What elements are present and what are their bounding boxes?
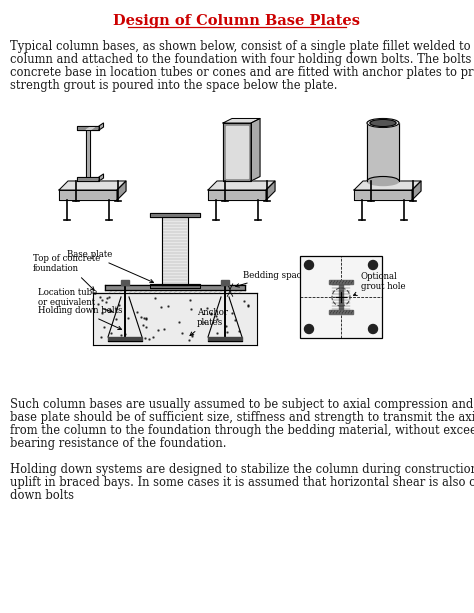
Polygon shape bbox=[150, 284, 200, 288]
Polygon shape bbox=[221, 280, 229, 285]
Bar bbox=[300, 256, 382, 338]
Text: strength grout is poured into the space below the plate.: strength grout is poured into the space … bbox=[10, 79, 337, 92]
Polygon shape bbox=[105, 285, 245, 290]
Polygon shape bbox=[162, 217, 188, 285]
Text: Location tube
or equivalent: Location tube or equivalent bbox=[38, 287, 112, 313]
Text: concrete base in location tubes or cones and are fitted with anchor plates to pr: concrete base in location tubes or cones… bbox=[10, 66, 474, 79]
Text: from the column to the foundation through the bedding material, without exceedin: from the column to the foundation throug… bbox=[10, 424, 474, 437]
Text: Such column bases are usually assumed to be subject to axial compression and she: Such column bases are usually assumed to… bbox=[10, 398, 474, 411]
Polygon shape bbox=[266, 181, 275, 200]
Polygon shape bbox=[329, 310, 353, 314]
Text: base plate should be of sufficient size, stiffness and strength to transmit the : base plate should be of sufficient size,… bbox=[10, 411, 474, 424]
Text: Design of Column Base Plates: Design of Column Base Plates bbox=[113, 14, 361, 28]
Polygon shape bbox=[223, 123, 251, 181]
Polygon shape bbox=[108, 337, 142, 341]
Text: Holding down bolts: Holding down bolts bbox=[38, 306, 122, 330]
Polygon shape bbox=[208, 190, 266, 200]
Text: Anchor
plates: Anchor plates bbox=[190, 308, 228, 335]
Polygon shape bbox=[86, 130, 90, 177]
Polygon shape bbox=[150, 213, 200, 217]
Polygon shape bbox=[77, 177, 99, 181]
Ellipse shape bbox=[367, 177, 399, 186]
Ellipse shape bbox=[367, 118, 399, 128]
Polygon shape bbox=[367, 123, 399, 181]
Circle shape bbox=[368, 261, 377, 270]
Circle shape bbox=[304, 261, 313, 270]
Text: Top of concrete
foundation: Top of concrete foundation bbox=[33, 254, 100, 291]
Ellipse shape bbox=[370, 120, 396, 126]
Polygon shape bbox=[226, 126, 248, 178]
Polygon shape bbox=[99, 123, 103, 130]
Polygon shape bbox=[329, 280, 353, 284]
Text: uplift in braced bays. In some cases it is assumed that horizontal shear is also: uplift in braced bays. In some cases it … bbox=[10, 476, 474, 489]
Circle shape bbox=[304, 324, 313, 333]
Polygon shape bbox=[339, 284, 343, 310]
Polygon shape bbox=[86, 127, 94, 130]
Polygon shape bbox=[121, 280, 129, 285]
Text: Typical column bases, as shown below, consist of a single plate fillet welded to: Typical column bases, as shown below, co… bbox=[10, 40, 474, 53]
Polygon shape bbox=[208, 181, 275, 190]
Circle shape bbox=[368, 324, 377, 333]
Polygon shape bbox=[223, 118, 260, 123]
Text: Bedding space: Bedding space bbox=[236, 270, 307, 287]
Polygon shape bbox=[251, 118, 260, 181]
Polygon shape bbox=[208, 337, 242, 341]
Polygon shape bbox=[412, 181, 421, 200]
Text: Base plate: Base plate bbox=[67, 250, 154, 283]
Polygon shape bbox=[99, 174, 103, 181]
Text: Holding down systems are designed to stabilize the column during construction, a: Holding down systems are designed to sta… bbox=[10, 463, 474, 476]
Polygon shape bbox=[354, 190, 412, 200]
Polygon shape bbox=[59, 190, 117, 200]
Text: column and attached to the foundation with four holding down bolts. The bolts ar: column and attached to the foundation wi… bbox=[10, 53, 474, 66]
Text: bearing resistance of the foundation.: bearing resistance of the foundation. bbox=[10, 437, 227, 450]
Polygon shape bbox=[354, 181, 421, 190]
Text: Optional
grout hole: Optional grout hole bbox=[354, 272, 406, 295]
Text: down bolts: down bolts bbox=[10, 489, 74, 502]
Polygon shape bbox=[93, 293, 257, 345]
Polygon shape bbox=[77, 126, 99, 130]
Polygon shape bbox=[117, 181, 126, 200]
Polygon shape bbox=[59, 181, 126, 190]
